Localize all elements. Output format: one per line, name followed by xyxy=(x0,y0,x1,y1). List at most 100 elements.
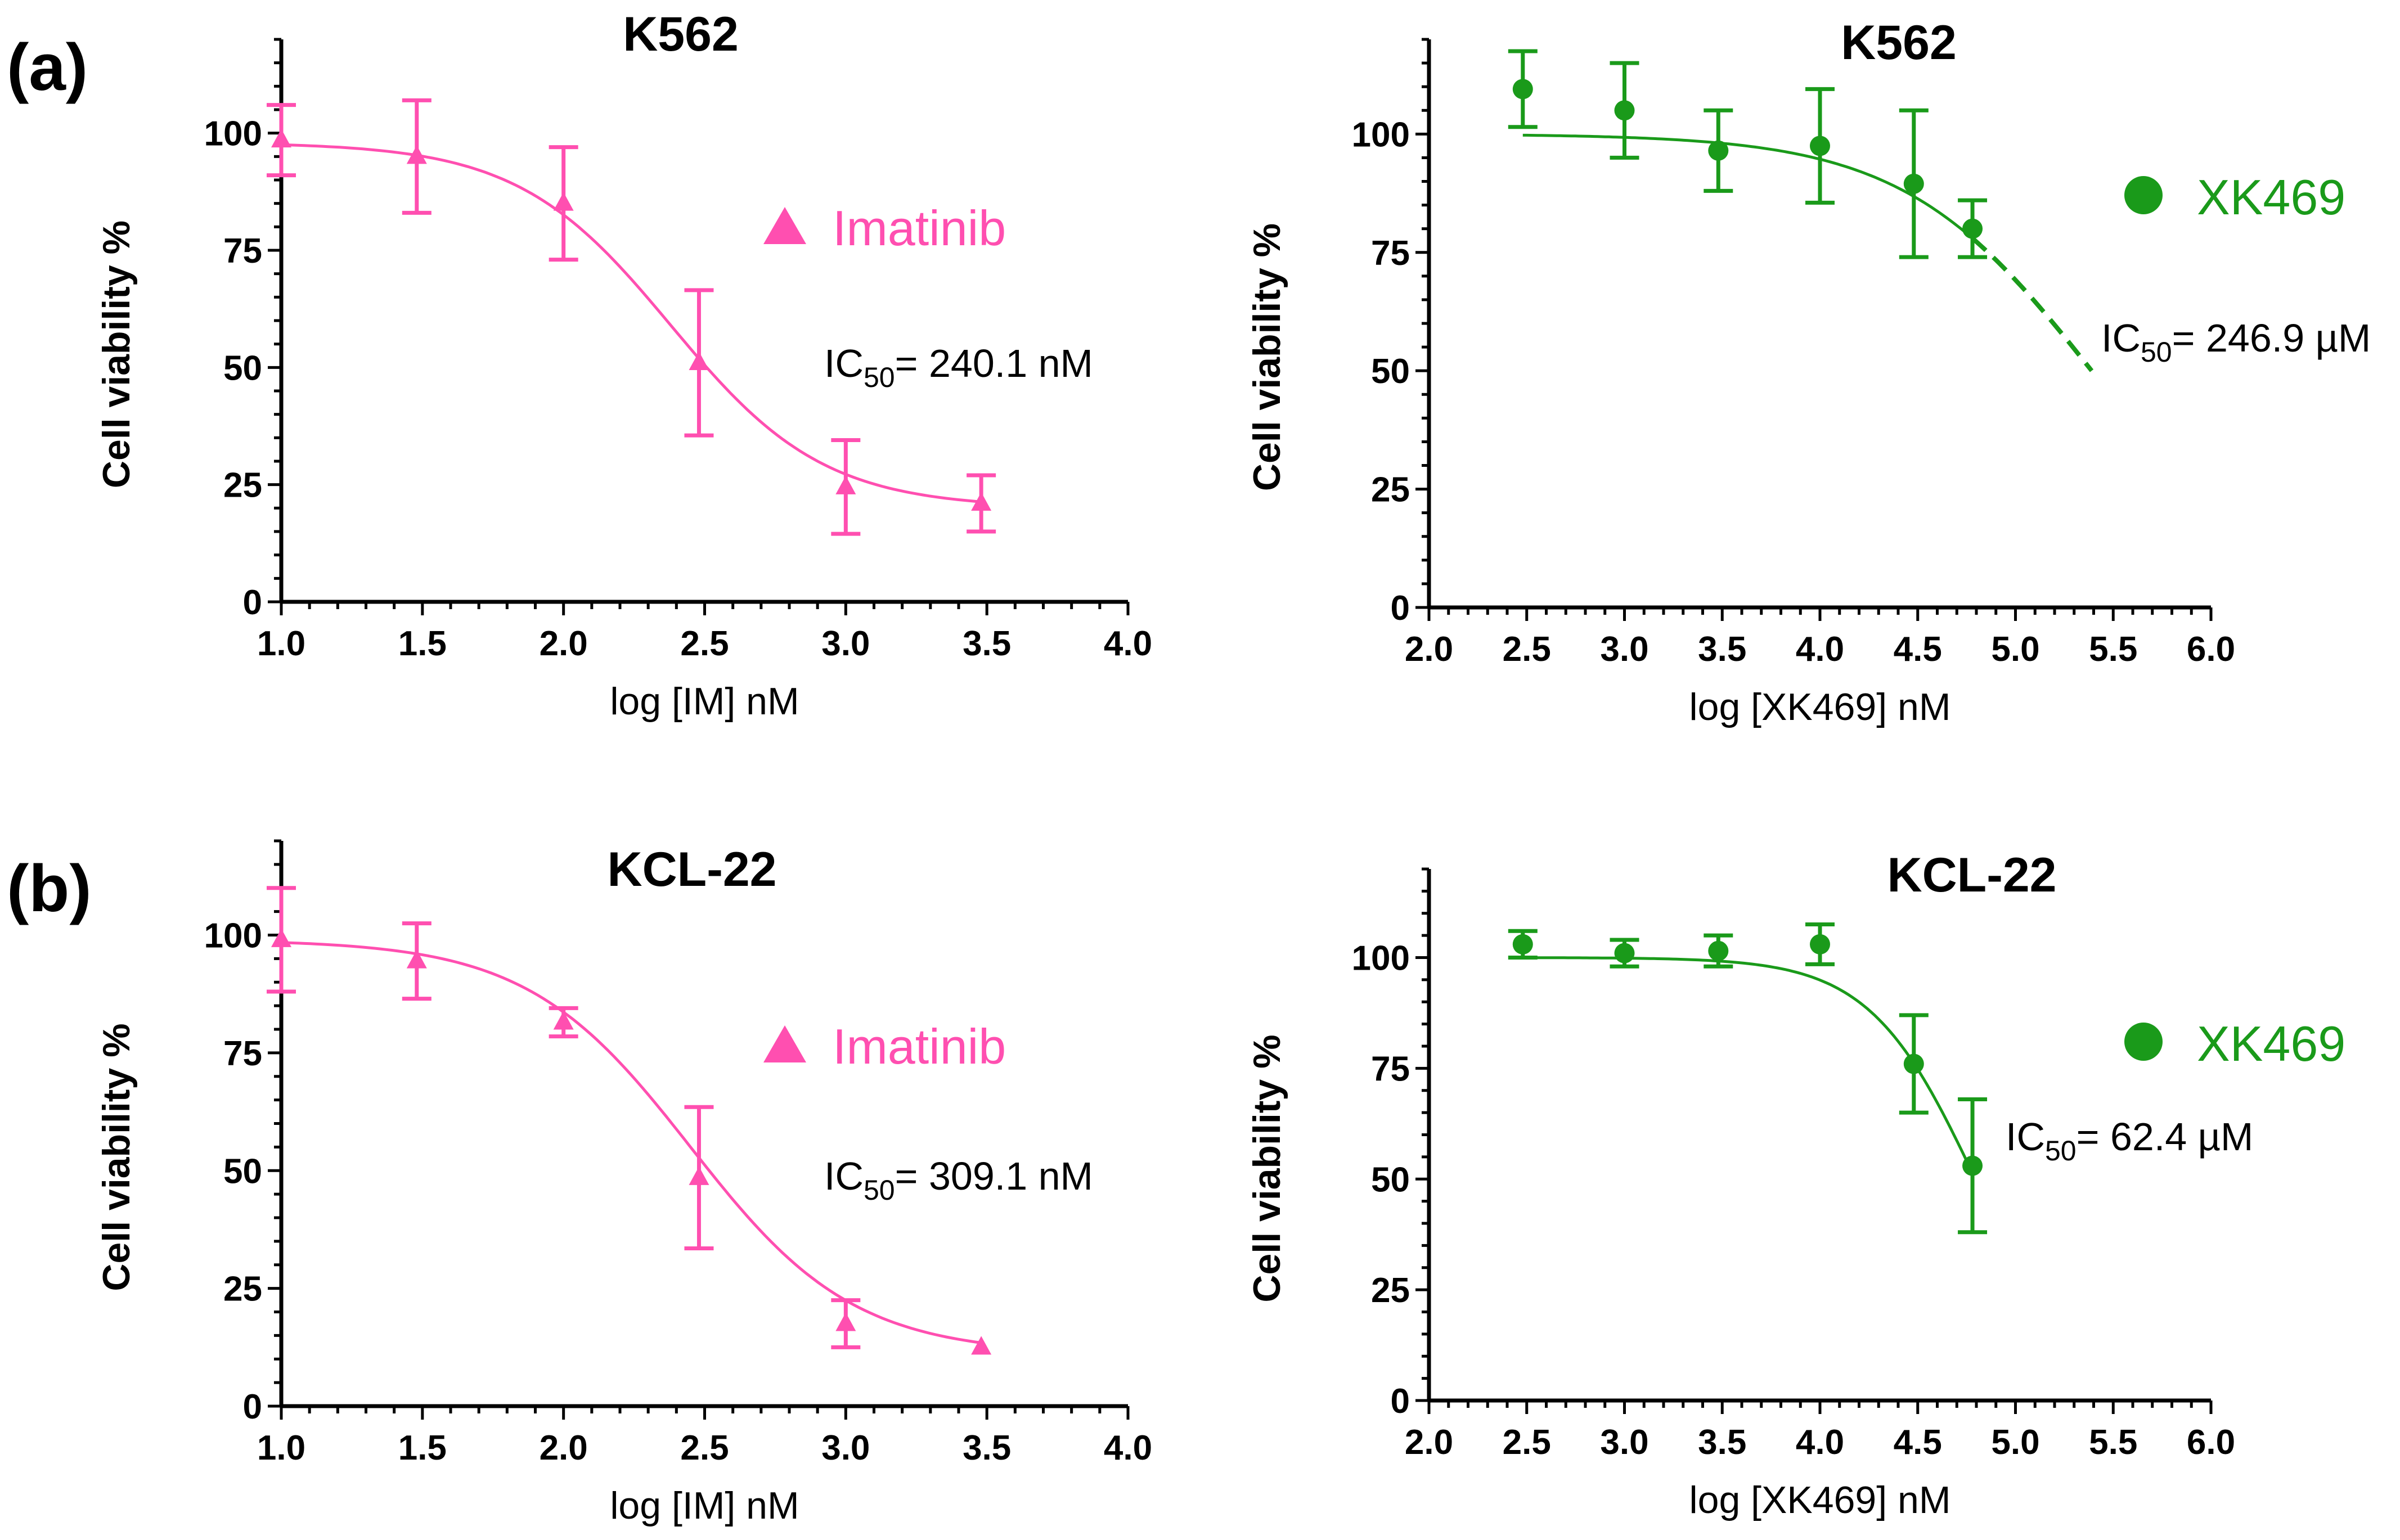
data-point xyxy=(1962,1155,1983,1176)
legend-circle-icon xyxy=(2124,1023,2163,1061)
y-axis-label: Cell viability % xyxy=(1246,1034,1288,1302)
data-point xyxy=(1614,100,1635,121)
y-axis-label: Cell viability % xyxy=(1246,223,1288,491)
y-tick-label: 0 xyxy=(1391,589,1410,628)
x-tick-label: 4.5 xyxy=(1894,630,1942,669)
y-tick-label: 25 xyxy=(223,1270,262,1309)
x-tick-label: 2.0 xyxy=(540,624,588,663)
x-tick-label: 2.0 xyxy=(540,1429,588,1467)
chart-4: 0 25 50 75 100 2.0 2.5 3.0 3.5 4.0 4.5 5.0 5.5 6.0 log… xyxy=(1246,848,2345,1521)
y-tick-label: 100 xyxy=(204,115,262,154)
x-tick-label: 3.0 xyxy=(1600,1423,1648,1462)
x-tick-label: 4.0 xyxy=(1104,1429,1152,1467)
x-tick-label: 6.0 xyxy=(2187,630,2235,669)
x-axis-label: log [XK469] nM xyxy=(1689,1479,1951,1521)
charts-container: 0 25 50 75 100 1.0 1.5 2.0 2.5 3.0 3.5 4.0 log [IM] … xyxy=(95,7,2371,1527)
data-point xyxy=(835,1312,856,1331)
data-point xyxy=(971,492,992,511)
x-tick-label: 4.0 xyxy=(1796,1423,1844,1462)
ic50-prefix: IC xyxy=(2101,316,2141,360)
x-axis-label: log [XK469] nM xyxy=(1689,686,1951,728)
legend-triangle-icon xyxy=(763,207,806,244)
y-tick-label: 100 xyxy=(1352,115,1410,154)
x-tick-label: 1.0 xyxy=(257,624,305,663)
x-tick-label: 5.5 xyxy=(2089,630,2137,669)
x-tick-label: 3.5 xyxy=(1698,630,1746,669)
y-tick-label: 100 xyxy=(204,917,262,956)
chart-title: KCL-22 xyxy=(607,843,776,897)
ic50-annotation: IC50= 309.1 nM xyxy=(824,1154,1093,1206)
x-tick-label: 6.0 xyxy=(2187,1423,2235,1462)
data-point xyxy=(271,129,291,148)
data-point xyxy=(1903,173,1924,194)
chart-title: KCL-22 xyxy=(1887,848,2056,902)
x-tick-label: 1.0 xyxy=(257,1429,305,1467)
x-tick-label: 2.0 xyxy=(1405,630,1453,669)
y-axis-label: Cell viability % xyxy=(95,220,138,488)
ic50-value: = 62.4 µM xyxy=(2077,1115,2254,1159)
data-point xyxy=(971,1336,992,1355)
y-tick-label: 0 xyxy=(243,1388,262,1426)
data-point xyxy=(271,928,291,947)
y-tick-label: 75 xyxy=(1371,234,1410,273)
data-point xyxy=(1614,943,1635,963)
legend-label: XK469 xyxy=(2197,169,2345,225)
x-tick-label: 5.5 xyxy=(2089,1423,2137,1462)
fit-curve-extrapolated xyxy=(1971,236,2094,372)
panel-label-b: (b) xyxy=(7,852,92,926)
ic50-prefix: IC xyxy=(2006,1115,2045,1159)
data-point xyxy=(1962,218,1983,239)
panel-label-a: (a) xyxy=(7,30,88,105)
fit-curve xyxy=(281,941,982,1344)
data-point xyxy=(406,949,427,969)
ic50-annotation: IC50= 240.1 nM xyxy=(824,341,1093,393)
data-point xyxy=(1708,140,1729,161)
data-point xyxy=(553,1011,574,1030)
fit-curve xyxy=(1522,133,1974,240)
chart-3: 0 25 50 75 100 1.0 1.5 2.0 2.5 3.0 3.5 4.0 log [IM] … xyxy=(95,839,1152,1527)
data-point xyxy=(1708,940,1729,961)
y-tick-label: 25 xyxy=(223,466,262,505)
x-tick-label: 3.0 xyxy=(1600,630,1648,669)
x-tick-label: 2.0 xyxy=(1405,1423,1453,1462)
legend-circle-icon xyxy=(2124,176,2163,214)
x-axis-label: log [IM] nM xyxy=(610,680,799,723)
y-tick-label: 25 xyxy=(1371,471,1410,510)
y-tick-label: 25 xyxy=(1371,1271,1410,1310)
legend-label: Imatinib xyxy=(833,1019,1006,1074)
y-tick-label: 50 xyxy=(1371,352,1410,391)
data-point xyxy=(835,475,856,494)
y-tick-label: 75 xyxy=(223,232,262,271)
x-tick-label: 3.0 xyxy=(821,1429,870,1467)
ic50-subscript: 50 xyxy=(864,1174,895,1206)
ic50-value: = 309.1 nM xyxy=(895,1154,1093,1198)
data-point xyxy=(689,352,709,370)
fit-curve xyxy=(1522,956,1974,1174)
y-tick-label: 50 xyxy=(223,1152,262,1191)
x-tick-label: 4.0 xyxy=(1104,624,1152,663)
y-axis-label: Cell viability % xyxy=(95,1023,138,1291)
chart-2: 0 25 50 75 100 2.0 2.5 3.0 3.5 4.0 4.5 5.0 5.5 6.0 log… xyxy=(1246,16,2371,728)
x-tick-label: 2.5 xyxy=(1503,630,1551,669)
data-point xyxy=(1810,136,1830,156)
chart-1: 0 25 50 75 100 1.0 1.5 2.0 2.5 3.0 3.5 4.0 log [IM] … xyxy=(95,7,1152,723)
ic50-value: = 246.9 µM xyxy=(2172,316,2371,360)
x-tick-label: 2.5 xyxy=(680,1429,729,1467)
legend-triangle-icon xyxy=(763,1025,806,1062)
ic50-prefix: IC xyxy=(824,1154,864,1198)
y-tick-label: 75 xyxy=(1371,1050,1410,1088)
x-tick-label: 2.5 xyxy=(1503,1423,1551,1462)
x-tick-label: 3.5 xyxy=(1698,1423,1746,1462)
y-tick-label: 100 xyxy=(1352,939,1410,978)
x-tick-label: 2.5 xyxy=(680,624,729,663)
ic50-annotation: IC50= 246.9 µM xyxy=(2101,316,2371,368)
ic50-value: = 240.1 nM xyxy=(895,341,1093,385)
ic50-subscript: 50 xyxy=(2045,1135,2077,1167)
data-point xyxy=(553,192,574,211)
y-tick-label: 50 xyxy=(223,349,262,388)
y-tick-label: 0 xyxy=(1391,1382,1410,1421)
x-tick-label: 3.0 xyxy=(821,624,870,663)
ic50-annotation: IC50= 62.4 µM xyxy=(2006,1115,2253,1167)
x-tick-label: 1.5 xyxy=(398,1429,447,1467)
